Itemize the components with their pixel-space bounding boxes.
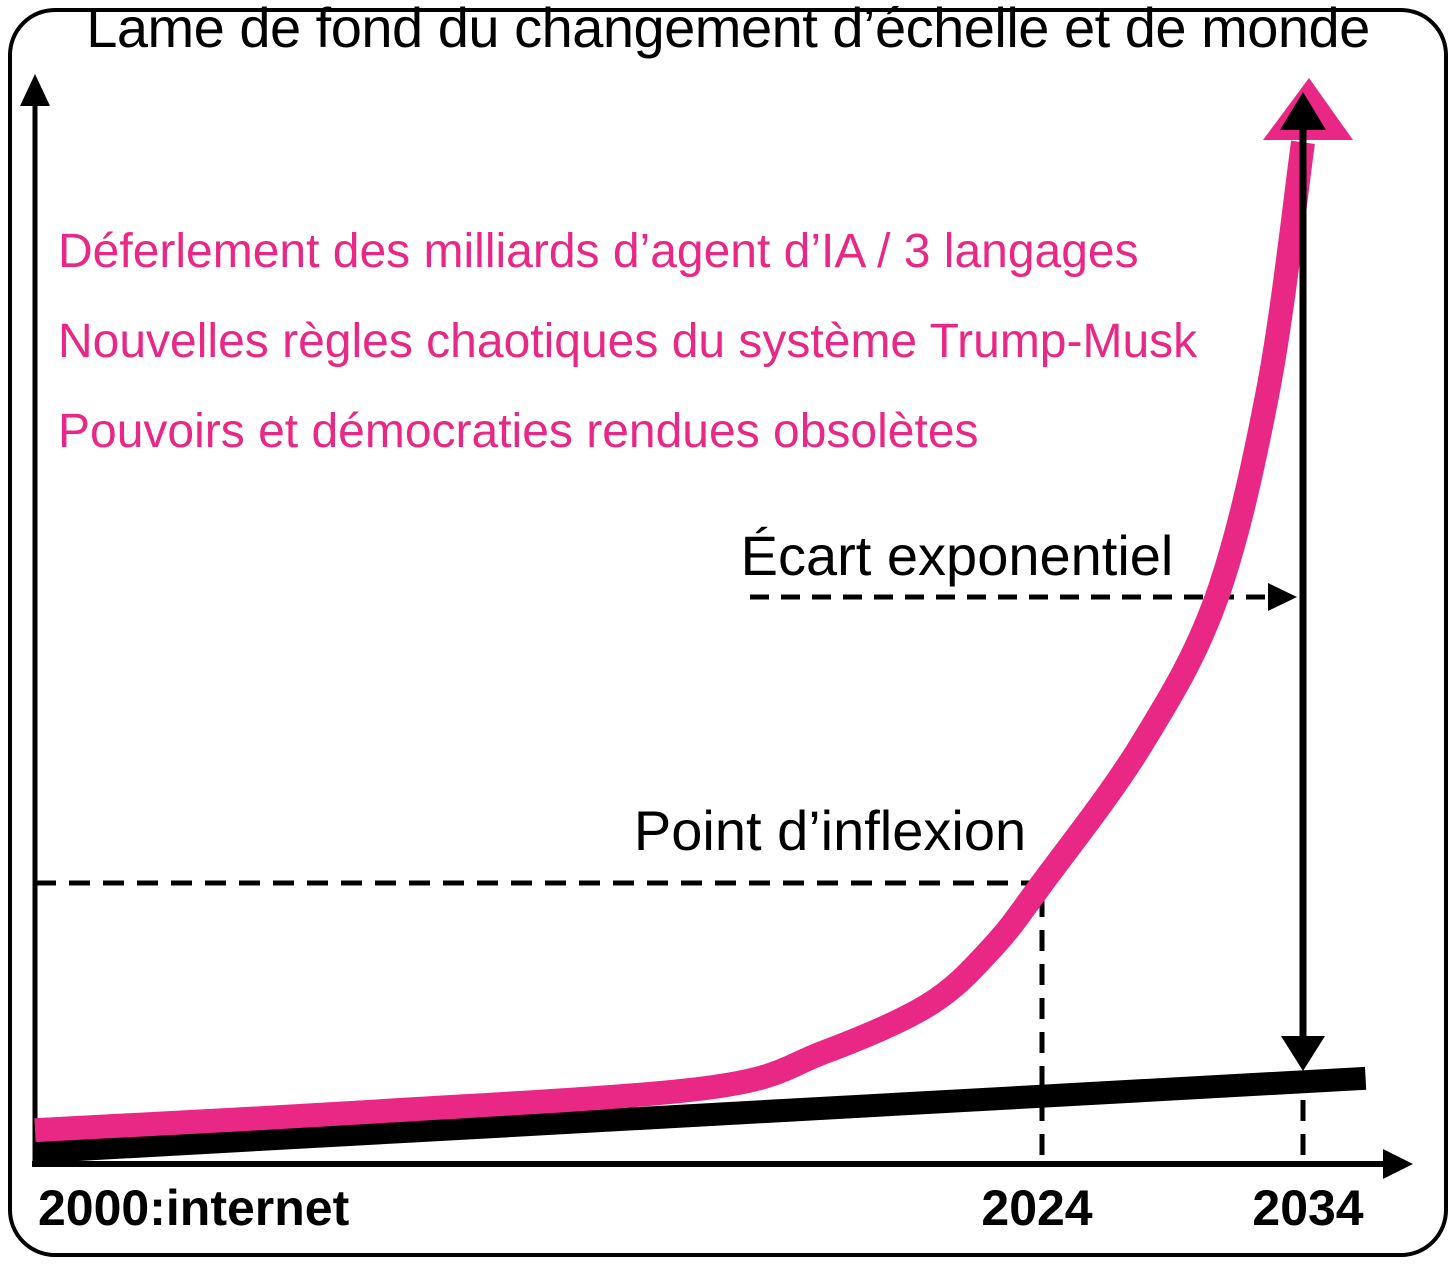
gap-dashed-arrowhead-icon [1268, 583, 1297, 611]
page-title: Lame de fond du changement d’échelle et … [86, 0, 1370, 59]
y-axis [20, 74, 50, 1166]
highlight-line-3: Pouvoirs et démocraties rendues obsolète… [58, 405, 979, 458]
x-tick-2034: 2034 [1252, 1180, 1364, 1236]
x-axis-arrow-icon [1383, 1149, 1413, 1179]
gap-label: Écart exponentiel [740, 524, 1174, 587]
inflexion-label: Point d’inflexion [633, 799, 1027, 862]
gap-arrow-up-icon [1280, 92, 1326, 130]
gap-double-arrow [1280, 92, 1326, 1071]
gap-dashed-arrow [750, 583, 1297, 611]
linear-baseline-line [34, 1066, 1367, 1164]
y-axis-arrow-icon [20, 74, 50, 106]
highlight-line-1: Déferlement des milliards d’agent d’IA /… [58, 225, 1139, 278]
gap-arrow-down-icon [1281, 1036, 1325, 1071]
x-tick-2024: 2024 [981, 1180, 1093, 1236]
x-axis [32, 1149, 1413, 1179]
exponential-curve [34, 140, 1315, 1143]
frame-border [8, 8, 1448, 1257]
x-origin-label: 2000:internet [38, 1180, 350, 1236]
highlight-line-2: Nouvelles règles chaotiques du système T… [58, 315, 1198, 368]
